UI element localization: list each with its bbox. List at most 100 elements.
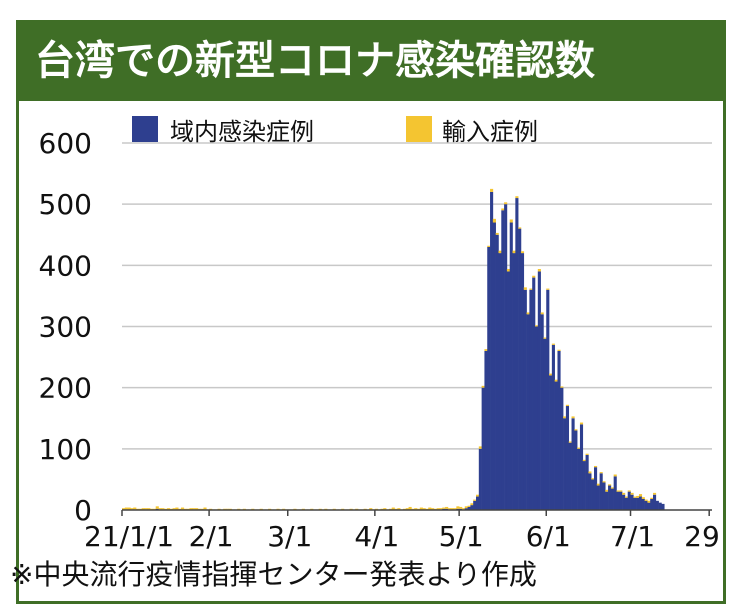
bar-imported: [551, 343, 555, 345]
bar-imported: [127, 507, 131, 510]
bar-imported: [459, 506, 463, 509]
bar-imported: [523, 287, 527, 290]
bar-imported: [585, 453, 589, 455]
bar-imported: [509, 219, 513, 223]
bar-domestic: [565, 406, 570, 510]
x-tick-label: 29: [684, 520, 720, 553]
bar-domestic: [464, 508, 468, 510]
bar-imported: [535, 325, 539, 327]
bar-domestic: [549, 375, 553, 510]
y-tick-label: 100: [39, 433, 92, 466]
axis: 0 100 200 300 400 500 600 21/1/1 2/1 3/1 4/1 5/1 6/1…: [39, 127, 720, 553]
bar-domestic: [585, 454, 589, 510]
bar-imported: [602, 481, 606, 483]
bar-domestic: [467, 506, 471, 510]
bar-imported: [504, 202, 508, 205]
bar-domestic: [577, 448, 581, 510]
bar-imported: [594, 465, 598, 468]
bar-imported: [647, 500, 651, 503]
bar-domestic: [638, 496, 643, 510]
bar-domestic: [605, 491, 609, 510]
x-tick-label: 4/1: [354, 520, 399, 553]
bar-domestic: [563, 418, 567, 510]
bar-imported: [445, 506, 449, 509]
bar-imported: [161, 508, 165, 510]
bar-domestic: [509, 222, 513, 510]
bar-imported: [512, 250, 516, 254]
bar-imported: [431, 508, 435, 510]
bar-domestic: [515, 198, 519, 511]
bar-imported: [408, 506, 412, 510]
bar-imported: [557, 349, 561, 351]
bar-imported: [422, 508, 426, 510]
bar-imported: [605, 489, 609, 492]
bar-imported: [195, 508, 199, 510]
bar-domestic: [619, 491, 623, 510]
bar-domestic: [613, 476, 617, 510]
bar-domestic: [644, 500, 648, 510]
bar-imported: [616, 490, 620, 492]
bar-domestic: [540, 314, 544, 510]
bar-imported: [591, 478, 595, 480]
bar-domestic: [616, 491, 620, 510]
bar-domestic: [520, 253, 525, 510]
x-tick-label: 7/1: [610, 520, 655, 553]
bar-imported: [166, 508, 171, 510]
bar-imported: [439, 508, 443, 510]
bar-domestic: [501, 210, 505, 511]
bar-imported: [577, 447, 581, 449]
bar-imported: [461, 508, 466, 510]
bar-imported: [526, 312, 530, 315]
bar-domestic: [582, 461, 586, 510]
bar-imported: [529, 288, 533, 290]
bar-imported: [588, 471, 592, 474]
y-tick-label: 400: [39, 249, 92, 282]
bar-imported: [436, 508, 440, 510]
bar-imported: [122, 508, 126, 510]
bar-imported: [158, 508, 162, 510]
bar-domestic: [523, 289, 527, 510]
bar-domestic: [498, 253, 502, 510]
bar-imported: [518, 227, 522, 229]
bar-imported: [560, 386, 564, 388]
bar-domestic: [560, 387, 564, 510]
bar-imported: [653, 492, 657, 495]
bar-imported: [456, 506, 460, 509]
bar-imported: [532, 275, 536, 278]
bar-imported: [490, 188, 494, 192]
bar-imported: [571, 416, 575, 419]
bar-imported: [397, 508, 401, 510]
bar-imported: [478, 446, 482, 449]
bar-imported: [428, 507, 432, 510]
bar-imported: [630, 492, 634, 495]
bar-imported: [467, 505, 471, 507]
bar-imported: [450, 508, 454, 510]
x-tick-label: 21/1/1: [84, 520, 174, 553]
bar-domestic: [518, 228, 522, 510]
y-tick-label: 200: [39, 372, 92, 405]
bar-domestic: [594, 467, 598, 510]
bar-domestic: [624, 497, 629, 510]
bar-imported: [189, 508, 193, 510]
bar-domestic: [490, 191, 494, 510]
bars: [122, 188, 665, 511]
bar-domestic: [551, 344, 555, 510]
bar-domestic: [557, 350, 561, 510]
bar-imported: [596, 483, 600, 486]
bar-imported: [613, 474, 617, 477]
bar-imported: [565, 404, 570, 407]
bar-domestic: [512, 253, 516, 510]
bar-domestic: [627, 491, 631, 510]
bar-domestic: [647, 502, 651, 510]
bar-imported: [464, 506, 468, 509]
bar-domestic: [641, 498, 645, 510]
bar-domestic: [588, 473, 592, 510]
bar-domestic: [599, 473, 603, 510]
bar-domestic: [506, 271, 511, 510]
bar-imported: [181, 507, 185, 510]
bar-imported: [414, 508, 418, 510]
bar-imported: [563, 416, 567, 419]
bar-imported: [608, 484, 612, 486]
bar-domestic: [622, 494, 626, 510]
bar-domestic: [504, 204, 508, 510]
